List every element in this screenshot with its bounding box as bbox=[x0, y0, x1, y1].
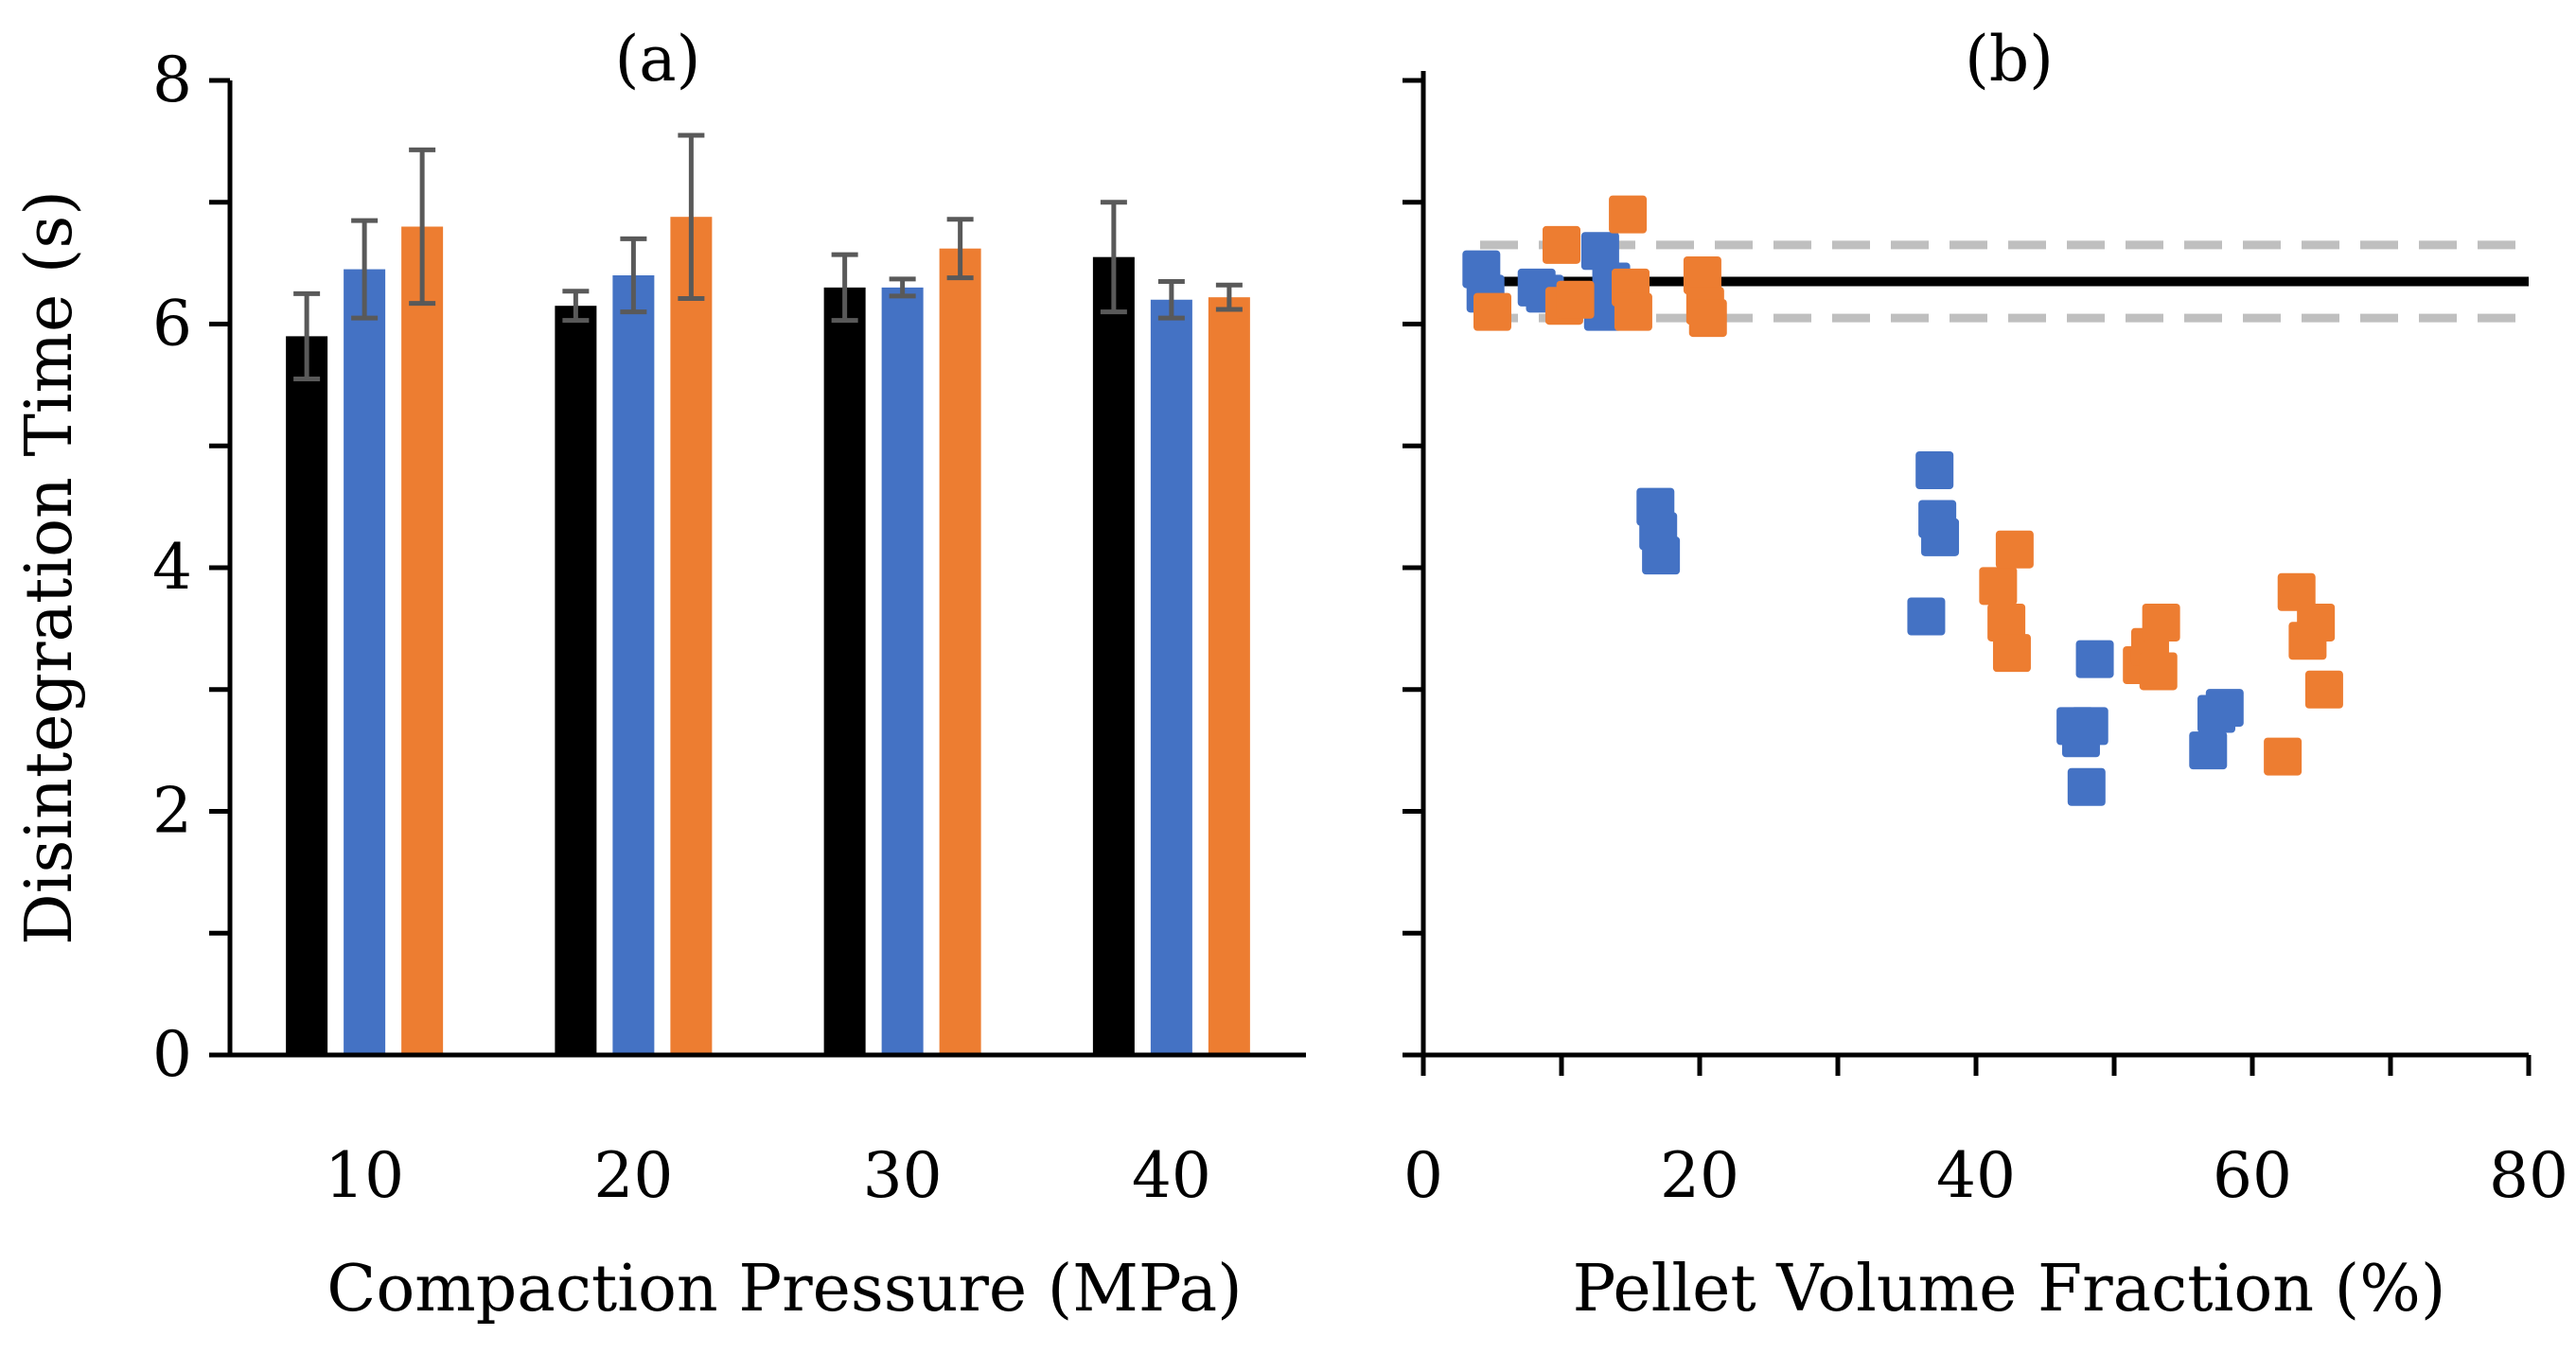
point-orange bbox=[1543, 225, 1580, 264]
point-orange bbox=[1987, 603, 2026, 642]
point-orange bbox=[2304, 670, 2343, 709]
bar-blue-40 bbox=[1150, 299, 1192, 1055]
panel-a-error-bars bbox=[293, 132, 1243, 381]
bar-blue-30 bbox=[881, 287, 924, 1055]
panel-b-scatter-chart: 0 20 40 60 80 (b) Pellet Volume Fraction (%) bbox=[1403, 23, 2568, 1327]
point-orange bbox=[1614, 292, 1652, 331]
panel-b-x-axis-title: Pellet Volume Fraction (%) bbox=[1573, 1252, 2446, 1327]
x-tick-label-10: 10 bbox=[325, 1139, 404, 1212]
y-tick-label: 2 bbox=[152, 775, 192, 848]
point-orange bbox=[1688, 299, 1727, 338]
bar-blue-10 bbox=[344, 269, 386, 1055]
point-orange bbox=[1683, 256, 1721, 294]
point-orange bbox=[1979, 567, 2018, 606]
panel-a-y-tick-labels: 0 2 4 6 8 bbox=[152, 44, 192, 1091]
point-blue bbox=[2205, 689, 2244, 728]
bar-black-40 bbox=[1092, 256, 1135, 1055]
point-orange bbox=[1995, 530, 2034, 569]
panel-b-x-tick-labels: 0 20 40 60 80 bbox=[1403, 1139, 2568, 1212]
bar-blue-20 bbox=[612, 275, 655, 1055]
bar-orange-20 bbox=[670, 217, 713, 1055]
point-blue bbox=[2067, 767, 2106, 806]
point-orange bbox=[1992, 634, 2031, 673]
panel-a-label: (a) bbox=[615, 23, 701, 96]
x-tick-label-40: 40 bbox=[1132, 1139, 1211, 1212]
point-orange bbox=[1473, 292, 1511, 331]
y-tick-label: 0 bbox=[152, 1018, 192, 1091]
point-blue bbox=[1580, 232, 1619, 271]
panel-b-label: (b) bbox=[1965, 23, 2054, 96]
x-tick-label-80: 80 bbox=[2489, 1139, 2568, 1212]
panel-a-minor-ticks bbox=[209, 78, 230, 1058]
panel-a-bars bbox=[286, 217, 1250, 1055]
point-orange bbox=[1609, 195, 1648, 234]
x-tick-label-40: 40 bbox=[1936, 1139, 2016, 1212]
panel-b-reference-lines bbox=[1480, 240, 2529, 323]
x-tick-label-20: 20 bbox=[1660, 1139, 1739, 1212]
point-blue bbox=[2070, 707, 2108, 746]
x-tick-label-0: 0 bbox=[1403, 1139, 1443, 1212]
point-orange bbox=[1556, 280, 1595, 319]
point-blue bbox=[1921, 518, 1960, 556]
bar-black-10 bbox=[286, 336, 328, 1055]
panel-a-axes bbox=[227, 80, 1306, 1058]
point-blue bbox=[2189, 731, 2228, 770]
point-blue bbox=[1915, 451, 1954, 489]
panel-b-points bbox=[1462, 195, 2343, 806]
panel-a-bar-chart: 0 2 4 6 8 10 20 30 40 (a) Disintegration Time (… bbox=[12, 23, 1306, 1327]
point-orange bbox=[2277, 572, 2316, 611]
point-orange bbox=[2142, 603, 2180, 642]
bar-black-30 bbox=[823, 287, 866, 1055]
point-blue bbox=[1642, 536, 1681, 575]
bar-black-20 bbox=[555, 306, 597, 1055]
y-tick-label: 6 bbox=[152, 288, 192, 360]
y-tick-label: 4 bbox=[152, 531, 192, 604]
x-tick-label-30: 30 bbox=[863, 1139, 943, 1212]
point-orange bbox=[2139, 652, 2178, 691]
point-blue bbox=[2075, 640, 2114, 678]
point-orange bbox=[2264, 737, 2303, 776]
point-orange bbox=[2297, 603, 2336, 642]
panel-b-axes bbox=[1403, 71, 2532, 1076]
x-tick-label-20: 20 bbox=[593, 1139, 673, 1212]
x-tick-label-60: 60 bbox=[2213, 1139, 2292, 1212]
bar-orange-10 bbox=[401, 226, 444, 1055]
y-tick-label: 8 bbox=[152, 44, 192, 116]
bar-orange-30 bbox=[939, 248, 981, 1055]
panel-a-x-axis-title: Compaction Pressure (MPa) bbox=[326, 1252, 1242, 1327]
bar-orange-40 bbox=[1208, 297, 1250, 1055]
point-blue bbox=[1907, 597, 1946, 636]
panel-a-y-axis-title: Disintegration Time (s) bbox=[12, 190, 87, 945]
panel-a-x-tick-labels: 10 20 30 40 bbox=[325, 1139, 1211, 1212]
